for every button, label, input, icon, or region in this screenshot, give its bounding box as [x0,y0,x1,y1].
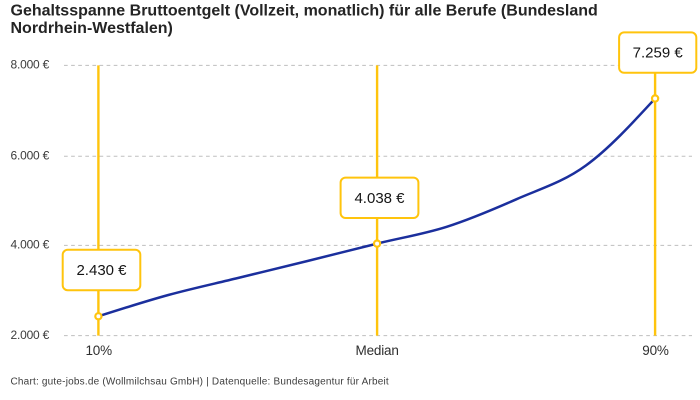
svg-text:4.000 €: 4.000 € [11,238,50,252]
svg-text:2.000 €: 2.000 € [11,328,50,342]
svg-text:2.430 €: 2.430 € [76,262,127,279]
svg-text:Chart: gute-jobs.de (Wollmilch: Chart: gute-jobs.de (Wollmilchsau GmbH) … [11,376,389,387]
svg-text:10%: 10% [85,343,112,358]
svg-text:90%: 90% [642,343,669,358]
svg-text:Gehaltsspanne Bruttoentgelt (V: Gehaltsspanne Bruttoentgelt (Vollzeit, m… [11,3,598,20]
svg-text:4.038 €: 4.038 € [354,190,405,207]
svg-text:7.259 €: 7.259 € [633,45,684,62]
svg-text:8.000 €: 8.000 € [11,58,50,72]
svg-text:Nordrhein-Westfalen): Nordrhein-Westfalen) [11,20,173,37]
svg-text:Median: Median [356,343,399,358]
svg-text:6.000 €: 6.000 € [11,148,50,162]
